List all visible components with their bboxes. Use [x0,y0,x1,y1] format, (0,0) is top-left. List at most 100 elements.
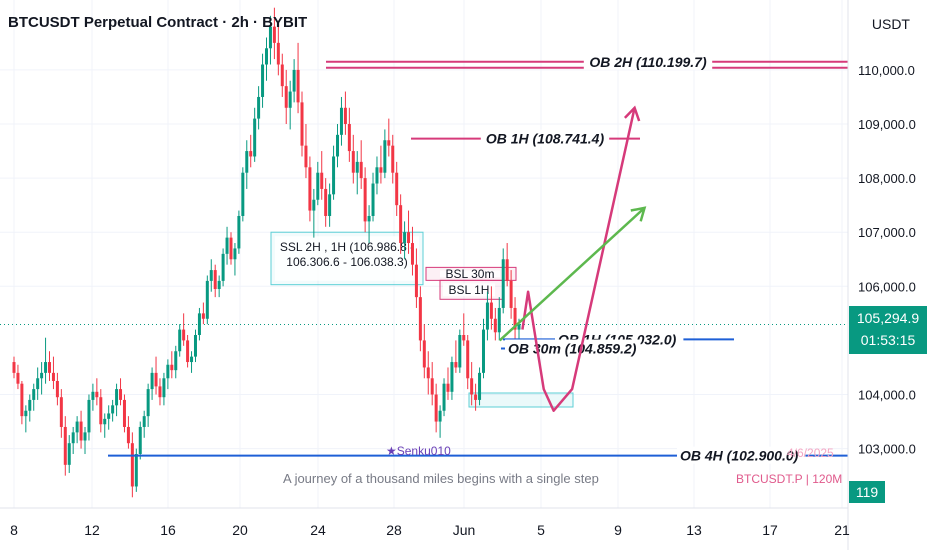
candle-body [229,237,233,260]
candle-body [20,383,24,417]
faded-date: 4/6/2025 [787,446,834,460]
last-price: 105,294.9 [856,310,920,326]
candle-body [213,270,217,290]
candle-body [434,394,438,422]
candle-body [422,340,426,368]
x-tick-label: 13 [686,522,702,538]
candle-body [410,243,414,265]
candle-body [174,351,178,371]
y-tick-label: 109,000.0 [858,117,916,132]
candle-body [186,340,190,363]
zone-label: 106.306.6 - 106.038.3) [286,255,407,269]
candle-body [343,107,347,125]
candle-body [312,199,316,211]
candle-body [253,118,257,157]
candle-body [217,280,221,290]
candle-body [280,64,284,87]
candle-body [328,194,332,216]
candle-body [351,151,355,173]
candle-body [505,259,509,281]
candle-body [276,42,280,65]
candle-body [304,145,308,168]
y-tick-label: 107,000.0 [858,225,916,240]
candle-body [454,362,458,368]
candle-body [44,362,48,373]
pink-projection-path [521,107,636,412]
candle-body [233,248,237,260]
candle-body [481,329,485,373]
candle-body [363,178,367,222]
candle-body [395,172,399,206]
x-tick-label: 17 [762,522,778,538]
candle-body [450,362,454,392]
candle-body [355,161,359,173]
candle-body [426,367,430,379]
candle-body [284,86,288,108]
candle-body [166,364,170,379]
chart-title: BTCUSDT Perpetual Contract · 2h · BYBIT [8,14,308,31]
candle-body [474,394,478,400]
candle-body [55,380,59,398]
projections [498,105,647,412]
candle-body [119,389,123,400]
x-tick-label: 28 [386,522,402,538]
candle-body [221,253,225,281]
level-label: OB 1H (108.741.4) [486,131,605,147]
x-tick-label: 24 [310,522,326,538]
candle-body [462,335,466,341]
candle-body [517,324,521,330]
levels: OB 2H (110.199.7)OB 1H (108.741.4)OB 1H … [108,52,848,464]
candle-body [442,383,446,411]
candle-body [391,145,395,173]
x-tick-label: 16 [160,522,176,538]
candle-body [418,297,422,341]
candle-body [430,378,434,395]
zone-label: BSL 1H [449,283,490,297]
zone-label: BSL 30m [446,267,495,281]
candle-body [138,426,142,455]
y-tick-label: 103,000.0 [858,442,916,457]
candle-body [347,124,351,152]
level-label-bg [583,52,713,70]
candle-body [103,418,107,425]
candle-body [154,372,158,387]
x-tick-label: 5 [537,522,545,538]
candle-body [501,259,505,308]
candle-body [272,26,276,43]
candle-body [190,356,194,363]
candle-body [466,340,470,379]
candle-body [509,280,513,308]
candle-body [478,372,482,400]
candle-body [438,410,442,422]
candle-body [170,364,174,371]
zone-label: SSL 2H , 1H (106.986.8 - [280,240,414,254]
level-label: OB 4H (102.900.0) [680,448,799,464]
candle-body [205,280,209,319]
candle-body [399,205,403,244]
author-label: ★Senku010 [386,444,451,458]
x-tick-label: 9 [614,522,622,538]
candle-body [67,443,71,465]
candle-body [265,48,268,65]
candle-body [237,215,241,249]
candle-body [162,378,166,398]
candle-body [288,91,292,108]
candle-body [111,405,115,414]
y-tick-label: 106,000.0 [858,279,916,294]
candle-body [130,443,134,487]
candle-body [268,26,272,49]
candle-body [158,386,162,398]
candle-body [489,302,493,319]
candle-body [134,454,138,487]
candle-body [300,102,304,146]
pink-projection-arrowhead [623,105,641,122]
candle-body [470,378,474,395]
candle-body [367,215,371,222]
candle-body [40,372,44,379]
candle-body [245,151,249,173]
price-axis-bg [848,0,932,550]
candle-body [407,232,411,244]
candle-body [375,167,379,184]
candle-body [75,421,79,433]
